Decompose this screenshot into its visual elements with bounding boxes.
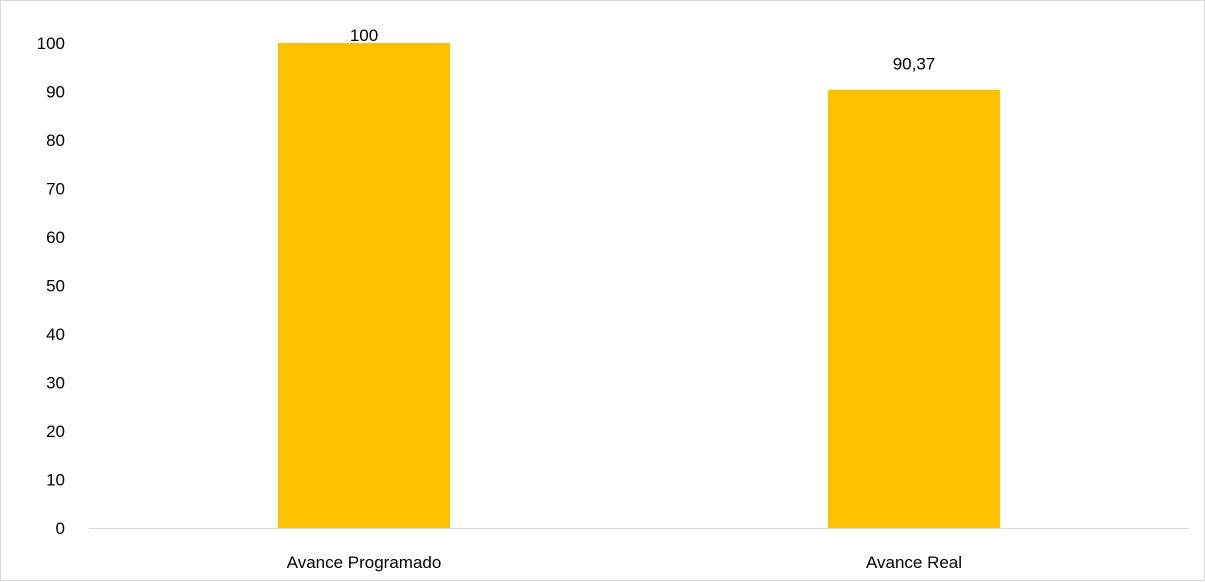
y-tick-label: 100	[37, 34, 65, 53]
bar	[278, 43, 450, 528]
y-tick-label: 0	[56, 519, 65, 538]
y-tick-label: 70	[46, 180, 65, 199]
y-tick-label: 80	[46, 131, 65, 150]
y-tick-label: 50	[46, 277, 65, 296]
data-labels-group: 100 90,37	[350, 26, 935, 74]
bar-data-label: 90,37	[893, 55, 936, 74]
bar-data-label: 100	[350, 26, 378, 45]
bars-group	[278, 43, 1000, 528]
x-category-label: Avance Real	[866, 553, 962, 572]
bar	[828, 89, 1000, 528]
x-axis-category-labels: Avance Programado Avance Real	[287, 553, 962, 572]
y-tick-label: 40	[46, 325, 65, 344]
y-tick-label: 90	[46, 83, 65, 102]
y-tick-label: 60	[46, 228, 65, 247]
x-category-label: Avance Programado	[287, 553, 442, 572]
y-tick-label: 30	[46, 374, 65, 393]
y-tick-label: 20	[46, 422, 65, 441]
y-tick-label: 10	[46, 471, 65, 490]
y-axis-tick-labels: 0 10 20 30 40 50 60 70 80 90 100	[37, 34, 65, 538]
